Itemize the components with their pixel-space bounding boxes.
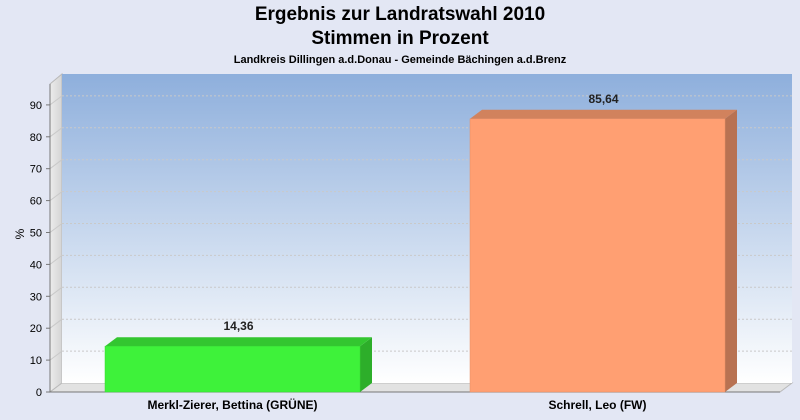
gridline-side xyxy=(49,191,63,202)
x-tick-label: Merkl-Zierer, Bettina (GRÜNE) xyxy=(147,397,317,412)
y-tick-label: 90 xyxy=(30,100,42,112)
bar-side xyxy=(725,109,737,392)
bar-side xyxy=(360,337,372,392)
chart-title: Ergebnis zur Landratswahl 2010 xyxy=(254,4,546,25)
chart-subtitle: Stimmen in Prozent xyxy=(311,28,489,49)
y-tick-label: 60 xyxy=(30,196,42,208)
y-tick-label: 0 xyxy=(36,387,42,399)
gridline-side xyxy=(49,159,63,170)
gridline-side xyxy=(49,286,63,297)
y-axis-label: % xyxy=(13,228,27,239)
chart-sub-subtitle: Landkreis Dillingen a.d.Donau - Gemeinde… xyxy=(233,54,567,66)
bar-top xyxy=(470,109,737,119)
x-tick-label: Schrell, Leo (FW) xyxy=(548,398,646,412)
y-tick-label: 40 xyxy=(30,259,42,271)
y-tick-label: 20 xyxy=(30,323,42,335)
y-tick-label: 10 xyxy=(30,355,42,367)
y-tick-label: 70 xyxy=(30,164,42,176)
y-tick-label: 80 xyxy=(30,132,42,144)
gridline-side xyxy=(49,95,63,106)
bar-top xyxy=(105,337,372,347)
y-tick-label: 30 xyxy=(30,291,42,303)
gridline-side xyxy=(49,223,63,233)
gridline-side xyxy=(49,318,63,329)
bar xyxy=(469,118,726,393)
bar-value-label: 85,64 xyxy=(588,92,618,106)
gridline-side xyxy=(49,127,63,138)
bar-value-label: 14,36 xyxy=(223,319,253,333)
plot-side-wall xyxy=(49,72,63,393)
y-tick-label: 50 xyxy=(30,228,42,240)
gridline-side xyxy=(49,350,63,361)
bar xyxy=(104,345,361,393)
gridline-side xyxy=(49,254,63,265)
